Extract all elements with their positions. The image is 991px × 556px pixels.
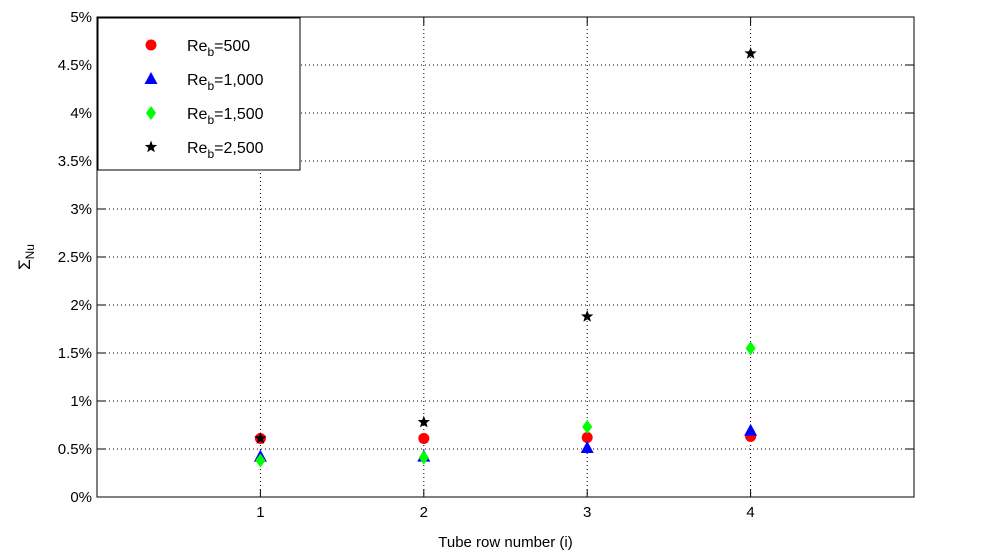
- x-tick-label: 4: [746, 504, 754, 521]
- y-tick-label: 4.5%: [58, 57, 92, 74]
- y-tick-label: 2.5%: [58, 249, 92, 266]
- data-point: [580, 441, 594, 454]
- y-tick-label: 1%: [70, 393, 92, 410]
- legend: Reb=500 Reb=1,000 Reb=1,500 Reb=2,500: [97, 17, 301, 171]
- data-point: [581, 310, 594, 322]
- y-tick-label: 1.5%: [58, 345, 92, 362]
- y-tick-label: 2%: [70, 297, 92, 314]
- legend-marker: [144, 72, 158, 84]
- y-axis-title-main: Σ: [15, 259, 34, 270]
- legend-items: Reb=500 Reb=1,000 Reb=1,500 Reb=2,500: [144, 38, 264, 161]
- data-points: [253, 46, 758, 468]
- legend-label: Reb=500: [187, 38, 250, 59]
- x-tick-label: 3: [583, 504, 591, 521]
- x-tick-label: 2: [420, 504, 428, 521]
- y-tick-label: 4%: [70, 105, 92, 122]
- data-point: [745, 341, 756, 356]
- legend-box: [97, 17, 301, 171]
- legend-marker: [146, 106, 156, 120]
- series-3: [254, 46, 757, 444]
- y-tick-label: 5%: [70, 9, 92, 26]
- data-point: [418, 450, 429, 465]
- y-tick-label: 0.5%: [58, 441, 92, 458]
- data-point: [744, 46, 757, 59]
- data-point: [581, 431, 593, 443]
- data-point: [418, 432, 430, 444]
- legend-label: Reb=1,500: [187, 106, 264, 127]
- data-point: [417, 415, 430, 428]
- legend-label: Reb=1,000: [187, 72, 264, 93]
- data-point: [255, 453, 266, 468]
- x-axis-title: Tube row number (i): [438, 534, 573, 551]
- x-tick-label: 1: [256, 504, 264, 521]
- data-point: [254, 431, 267, 444]
- y-tick-label: 3%: [70, 201, 92, 218]
- y-tick-label: 3.5%: [58, 153, 92, 170]
- axis-ticks: 1 2 3 4 0% 0.5% 1% 1.5% 2% 2.5% 3% 3.5% 4% 4.5% 5%: [58, 9, 914, 521]
- legend-marker: [144, 140, 158, 153]
- grid: [97, 17, 914, 497]
- legend-label: Reb=2,500: [187, 140, 264, 161]
- series-2: [255, 341, 756, 468]
- y-axis-title-subscript: Nu: [23, 244, 37, 259]
- y-tick-label: 0%: [70, 489, 92, 506]
- legend-marker: [145, 39, 157, 51]
- y-axis-title: ΣNu: [15, 244, 37, 270]
- data-point: [744, 423, 758, 436]
- data-point: [582, 419, 593, 434]
